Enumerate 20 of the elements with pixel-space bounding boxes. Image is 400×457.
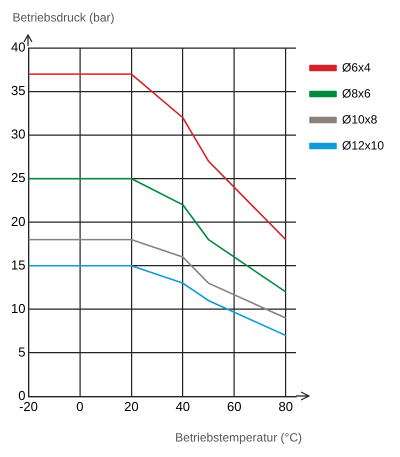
x-tick-label: 40 [176,398,190,414]
legend-label: Ø12x10 [342,138,384,152]
x-tick-label: 80 [278,398,293,414]
y-tick-label: 40 [10,40,26,55]
legend-label: Ø10x8 [342,112,378,126]
y-tick-label: 0 [18,388,26,403]
y-tick-label: 25 [10,170,26,186]
x-tick-label: 60 [227,398,242,414]
legend-label: Ø8x6 [342,86,372,100]
x-tick-label: 0 [76,398,84,414]
legend-label: Ø6x4 [342,60,372,74]
y-tick-label: 5 [18,344,26,360]
y-axis-title: Betriebsdruck (bar) [12,10,115,24]
y-tick-label: 30 [10,126,26,142]
y-tick-label: 35 [10,83,26,98]
y-tick-label: 10 [10,300,26,316]
x-tick-label: 20 [124,398,139,414]
y-tick-label: 20 [10,214,26,229]
x-axis-title: Betriebstemperatur (°C) [175,430,302,444]
y-tick-label: 15 [10,257,26,272]
